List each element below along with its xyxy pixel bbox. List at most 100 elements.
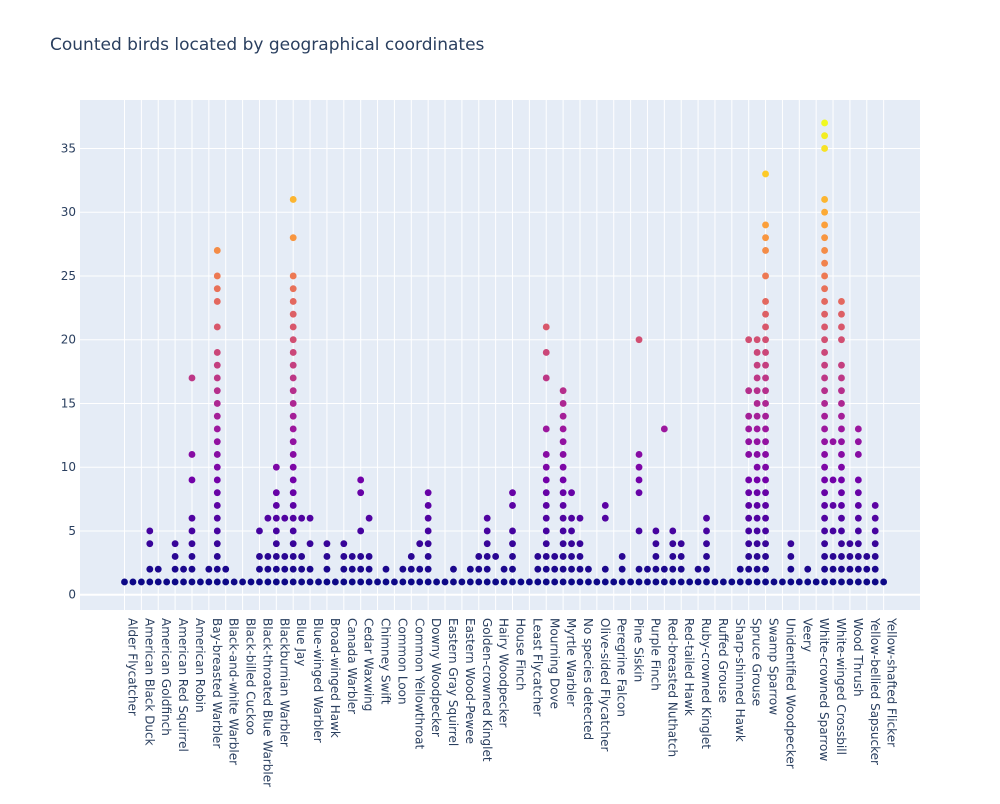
data-point: [424, 540, 432, 548]
data-point: [247, 578, 255, 586]
data-point: [568, 489, 575, 497]
data-point: [854, 565, 862, 573]
data-point: [483, 565, 491, 573]
data-point: [871, 565, 879, 573]
data-point: [340, 578, 348, 586]
data-point: [762, 412, 769, 420]
x-tick-label: Eastern Gray Squirrel: [446, 618, 460, 746]
data-point: [146, 578, 154, 586]
data-point: [753, 476, 761, 484]
y-tick-label: 30: [61, 205, 76, 219]
data-point: [289, 400, 297, 407]
data-point: [821, 540, 829, 548]
data-point: [272, 489, 280, 497]
data-point: [306, 578, 314, 586]
data-point: [753, 412, 761, 420]
data-point: [838, 387, 845, 395]
data-point: [289, 527, 297, 535]
data-point: [838, 310, 845, 318]
y-tick-label: 20: [61, 333, 76, 347]
data-point: [382, 565, 390, 573]
data-point: [635, 489, 643, 497]
data-point: [272, 540, 280, 548]
data-point: [281, 514, 289, 522]
data-point: [753, 451, 761, 458]
data-point: [213, 489, 221, 497]
data-point: [121, 578, 128, 586]
data-point: [821, 234, 829, 242]
data-point: [871, 527, 879, 535]
data-point: [762, 349, 769, 356]
data-point: [762, 502, 769, 509]
data-point: [365, 565, 373, 573]
data-point: [213, 323, 221, 331]
data-point: [635, 578, 643, 586]
data-point: [407, 565, 415, 573]
data-point: [694, 565, 702, 573]
data-point: [568, 565, 575, 573]
data-point: [256, 565, 263, 573]
data-point: [213, 272, 221, 280]
data-point: [821, 349, 829, 356]
data-point: [821, 489, 829, 497]
data-point: [711, 578, 719, 586]
data-point: [652, 578, 660, 586]
data-point: [213, 285, 221, 293]
data-point: [424, 502, 432, 509]
x-tick-label: Yellow-bellied Sapsucker: [868, 617, 882, 765]
data-point: [441, 578, 449, 586]
data-point: [374, 578, 381, 586]
data-point: [407, 578, 415, 586]
data-point: [264, 553, 272, 560]
data-point: [854, 438, 862, 446]
data-point: [188, 540, 196, 548]
data-point: [745, 502, 753, 509]
data-point: [458, 578, 466, 586]
y-tick-label: 0: [68, 588, 76, 602]
data-point: [686, 578, 694, 586]
data-point: [762, 489, 769, 497]
data-point: [838, 400, 845, 407]
x-tick-label: American Red Squirrel: [176, 618, 190, 752]
data-point: [745, 387, 753, 395]
data-point: [821, 502, 829, 509]
data-point: [559, 553, 567, 560]
data-point: [838, 438, 845, 446]
y-tick-label: 10: [61, 460, 76, 474]
data-point: [762, 527, 769, 535]
data-point: [804, 565, 812, 573]
data-point: [745, 425, 753, 433]
data-point: [391, 578, 398, 586]
x-tick-label: Pine Siskin: [632, 618, 646, 682]
data-point: [188, 553, 196, 560]
data-point: [433, 578, 440, 586]
data-point: [551, 553, 559, 560]
data-point: [272, 565, 280, 573]
x-tick-label: Yellow-shafted Flicker: [885, 617, 899, 747]
data-point: [821, 476, 829, 484]
data-point: [694, 578, 702, 586]
x-tick-label: Swamp Sparrow: [767, 618, 781, 715]
data-point: [753, 527, 761, 535]
data-point: [407, 553, 415, 560]
data-point: [542, 323, 550, 331]
data-point: [298, 514, 306, 522]
data-point: [281, 578, 289, 586]
data-point: [610, 578, 618, 586]
data-point: [509, 489, 516, 497]
data-point: [483, 514, 491, 522]
data-point: [222, 565, 230, 573]
data-point: [559, 540, 567, 548]
x-tick-label: Least Flycatcher: [530, 618, 544, 717]
x-tick-label: White-crowned Sparrow: [817, 618, 831, 761]
data-point: [146, 540, 154, 548]
data-point: [627, 578, 634, 586]
data-point: [829, 502, 837, 509]
data-point: [340, 553, 348, 560]
data-point: [213, 412, 221, 420]
data-point: [703, 527, 710, 535]
y-tick-label: 35: [61, 141, 76, 155]
data-point: [838, 463, 845, 471]
data-point: [559, 502, 567, 509]
data-point: [256, 527, 263, 535]
